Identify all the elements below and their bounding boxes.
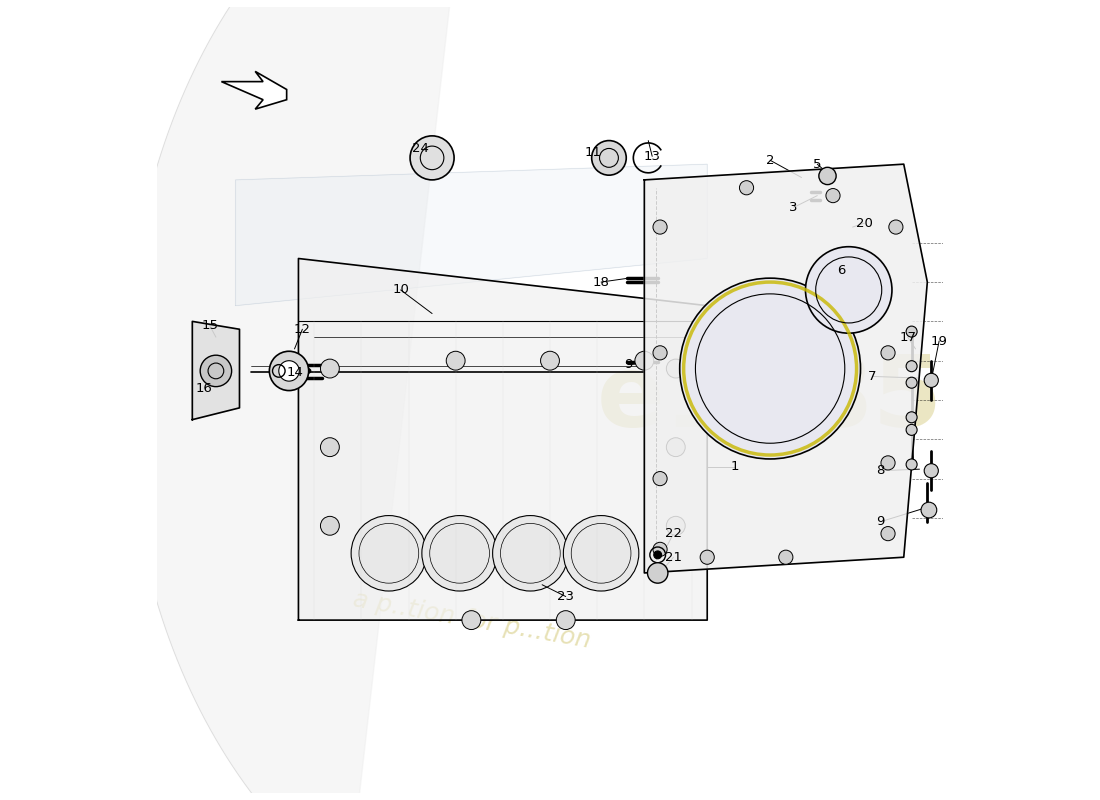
Circle shape — [270, 351, 309, 390]
Circle shape — [447, 351, 465, 370]
Circle shape — [667, 359, 685, 378]
Circle shape — [351, 515, 427, 591]
Circle shape — [906, 412, 917, 422]
Circle shape — [779, 550, 793, 564]
Circle shape — [653, 551, 661, 558]
Circle shape — [320, 359, 339, 378]
Text: 9: 9 — [876, 515, 884, 528]
Circle shape — [921, 502, 937, 518]
Circle shape — [493, 515, 568, 591]
Text: 9: 9 — [625, 358, 632, 371]
Text: 1: 1 — [730, 460, 739, 474]
Circle shape — [924, 464, 938, 478]
Circle shape — [557, 610, 575, 630]
Text: 23: 23 — [558, 590, 574, 603]
Circle shape — [739, 181, 754, 195]
Text: 16: 16 — [196, 382, 212, 394]
Circle shape — [302, 374, 307, 379]
Circle shape — [826, 189, 840, 202]
Circle shape — [320, 516, 339, 535]
Circle shape — [293, 361, 297, 366]
Text: 15: 15 — [201, 319, 218, 332]
Circle shape — [302, 363, 307, 368]
Circle shape — [906, 326, 917, 337]
Text: 12: 12 — [294, 322, 311, 336]
Text: 13: 13 — [644, 150, 661, 163]
Text: 3: 3 — [790, 201, 798, 214]
Circle shape — [540, 351, 560, 370]
Circle shape — [306, 369, 311, 374]
Circle shape — [818, 167, 836, 185]
Circle shape — [906, 424, 917, 435]
Text: 2: 2 — [766, 154, 774, 166]
Circle shape — [200, 355, 232, 386]
Text: 5: 5 — [813, 158, 822, 170]
Circle shape — [653, 542, 667, 557]
Text: 22: 22 — [664, 527, 682, 540]
Circle shape — [320, 438, 339, 457]
Circle shape — [462, 610, 481, 630]
Circle shape — [410, 136, 454, 180]
Circle shape — [653, 220, 667, 234]
Text: 6: 6 — [837, 264, 845, 277]
Polygon shape — [298, 258, 707, 620]
Circle shape — [282, 363, 287, 368]
Circle shape — [805, 246, 892, 333]
Polygon shape — [125, 0, 471, 800]
Circle shape — [881, 456, 895, 470]
Text: 7: 7 — [868, 370, 877, 383]
Circle shape — [889, 220, 903, 234]
Circle shape — [924, 374, 938, 387]
Circle shape — [906, 378, 917, 388]
Text: 19: 19 — [931, 334, 947, 347]
Circle shape — [653, 471, 667, 486]
Circle shape — [592, 141, 626, 175]
Circle shape — [667, 516, 685, 535]
Circle shape — [906, 459, 917, 470]
Circle shape — [278, 361, 299, 381]
Circle shape — [278, 369, 283, 374]
Circle shape — [667, 438, 685, 457]
Text: 11: 11 — [585, 146, 602, 159]
Circle shape — [635, 351, 653, 370]
Circle shape — [648, 562, 668, 583]
Text: a p..tion for p...tion: a p..tion for p...tion — [351, 587, 592, 653]
Circle shape — [881, 346, 895, 360]
Text: 14: 14 — [286, 366, 302, 379]
Polygon shape — [192, 322, 240, 420]
Text: 24: 24 — [411, 142, 429, 155]
Circle shape — [653, 346, 667, 360]
Text: 18: 18 — [593, 275, 609, 289]
Circle shape — [293, 377, 297, 381]
Text: 21: 21 — [664, 550, 682, 564]
Text: 10: 10 — [393, 283, 409, 297]
Text: e1985: e1985 — [597, 351, 943, 449]
Text: 17: 17 — [899, 330, 916, 344]
Circle shape — [680, 278, 860, 459]
Circle shape — [563, 515, 639, 591]
Polygon shape — [221, 71, 287, 109]
Circle shape — [881, 526, 895, 541]
Text: 20: 20 — [856, 217, 873, 230]
Polygon shape — [235, 164, 707, 306]
Polygon shape — [645, 164, 927, 573]
Circle shape — [422, 515, 497, 591]
Circle shape — [282, 374, 287, 379]
Text: 8: 8 — [876, 464, 884, 478]
Circle shape — [906, 361, 917, 372]
Circle shape — [700, 550, 714, 564]
